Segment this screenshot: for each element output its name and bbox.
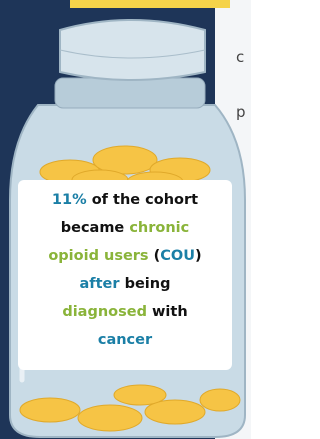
label-segment: being: [120, 276, 171, 292]
label-segment: cancer: [98, 332, 152, 348]
label-segment: of the cohort: [87, 192, 198, 208]
label-line: diagnosed with: [22, 298, 228, 326]
page: {"side_fragments": ["c", "p"], "label": …: [0, 0, 251, 439]
label-segment: after: [80, 276, 120, 292]
label-segment: became: [61, 220, 130, 236]
label-segment: COU: [160, 248, 195, 264]
label-line: after being: [22, 270, 228, 298]
label-segment: opioid users: [48, 248, 153, 264]
side-fragment: c: [236, 48, 244, 66]
side-fragment: p: [236, 103, 246, 121]
label-line: 11% of the cohort: [22, 186, 228, 214]
label-segment: ): [195, 248, 202, 264]
label-segment: chronic: [129, 220, 189, 236]
label-segment: with: [147, 304, 188, 320]
label-line: became chronic: [22, 214, 228, 242]
label-line: opioid users (COU): [22, 242, 228, 270]
label-segment: diagnosed: [62, 304, 147, 320]
label-segment: 11%: [52, 192, 87, 208]
label-line: cancer: [22, 326, 228, 354]
